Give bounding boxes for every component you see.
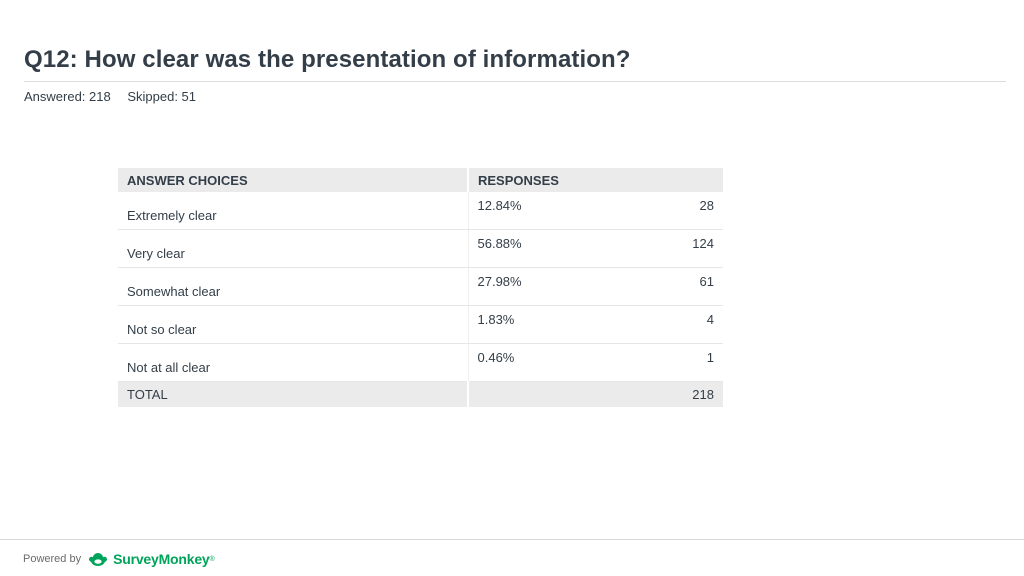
table-row: Extremely clear 12.84% 28 xyxy=(118,192,723,230)
answer-choice: Not so clear xyxy=(118,305,468,344)
title-divider xyxy=(24,81,1006,82)
responses-table: ANSWER CHOICES RESPONSES Extremely clear… xyxy=(118,168,723,407)
response-percent: 27.98% xyxy=(477,274,522,289)
response-count: 28 xyxy=(699,198,714,213)
answer-choice: Very clear xyxy=(118,229,468,268)
response-percent: 12.84% xyxy=(477,198,522,213)
trademark-symbol: ® xyxy=(209,555,215,563)
brand-name: SurveyMonkey xyxy=(113,551,210,567)
response-percent: 56.88% xyxy=(477,236,522,251)
answered-count: Answered: 218 xyxy=(24,89,111,104)
surveymonkey-logo-icon xyxy=(89,553,108,566)
table-row: Not at all clear 0.46% 1 xyxy=(118,343,723,382)
skipped-count: Skipped: 51 xyxy=(127,89,197,104)
answer-choice: Not at all clear xyxy=(118,343,468,382)
total-cell: 218 xyxy=(467,381,723,407)
response-percent: 0.46% xyxy=(477,350,515,365)
response-summary: Answered: 218 Skipped: 51 xyxy=(24,89,209,104)
surveymonkey-logo[interactable]: SurveyMonkey ® xyxy=(86,551,215,567)
total-count: 218 xyxy=(692,387,714,402)
response-cell: 56.88% 124 xyxy=(467,229,723,268)
header-answer-choices: ANSWER CHOICES xyxy=(118,168,469,192)
response-cell: 1.83% 4 xyxy=(467,305,723,344)
answer-choice: Extremely clear xyxy=(118,192,468,230)
table-row: Somewhat clear 27.98% 61 xyxy=(118,267,723,306)
table-row: Not so clear 1.83% 4 xyxy=(118,305,723,344)
footer: Powered by SurveyMonkey ® xyxy=(23,549,215,569)
response-count: 61 xyxy=(699,274,714,289)
response-cell: 12.84% 28 xyxy=(467,192,723,230)
powered-by-label: Powered by xyxy=(23,553,82,565)
answer-choice: Somewhat clear xyxy=(118,267,468,306)
response-count: 4 xyxy=(706,312,714,327)
response-cell: 0.46% 1 xyxy=(467,343,723,382)
table-row: Very clear 56.88% 124 xyxy=(118,229,723,268)
response-cell: 27.98% 61 xyxy=(467,267,723,306)
response-percent: 1.83% xyxy=(477,312,515,327)
footer-divider xyxy=(0,539,1024,540)
table-header-row: ANSWER CHOICES RESPONSES xyxy=(118,168,723,192)
total-label: TOTAL xyxy=(118,381,468,407)
total-row: TOTAL 218 xyxy=(118,381,723,407)
header-responses: RESPONSES xyxy=(468,168,723,192)
response-count: 124 xyxy=(692,236,714,251)
page-title: Q12: How clear was the presentation of i… xyxy=(24,46,631,73)
response-count: 1 xyxy=(706,350,714,365)
